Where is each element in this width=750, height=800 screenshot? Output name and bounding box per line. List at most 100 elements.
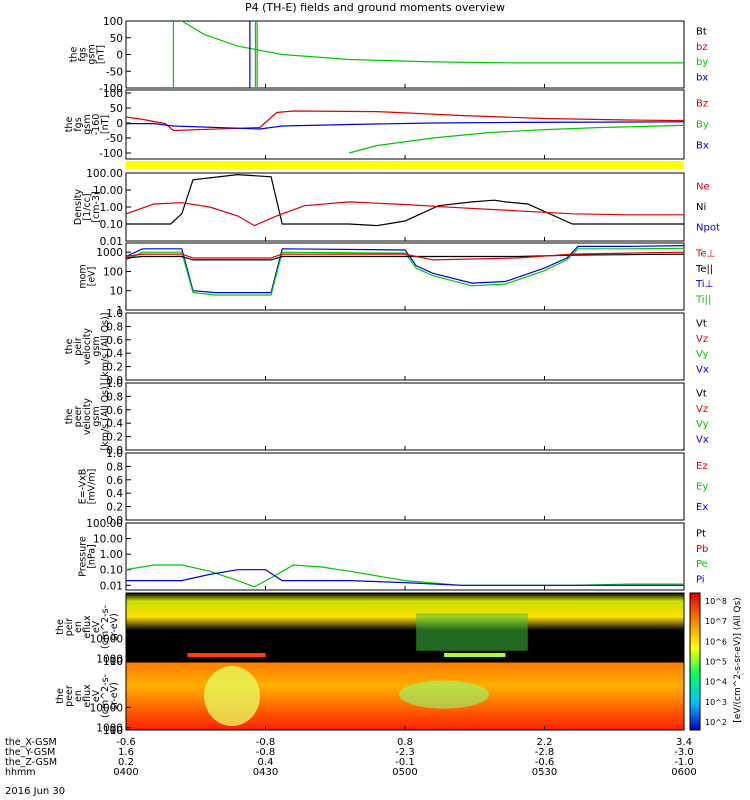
temperature-series-Te⊥ — [125, 251, 685, 261]
peir_velocity-legend-2: Vy — [696, 349, 709, 360]
fge-legend-2: Bx — [696, 141, 709, 152]
peer_eflux-ytick-label: 10 — [110, 725, 123, 737]
fge-ylabel-line: [nT] — [100, 115, 111, 134]
date-label: 2016 Jun 30 — [5, 786, 66, 797]
peir_velocity-ylabel-line: peir — [73, 337, 84, 356]
panel-density: 100.00 10.00 1.00 0.10 0.01 Density[1/cc][cm-… — [73, 168, 720, 248]
peer_eflux-ylabel-line: sr-eV) — [109, 682, 120, 710]
density-ytick-label: 0.01 — [100, 236, 123, 248]
peir_eflux-ylabel-line: eflux — [82, 615, 93, 639]
temperature-legend-2: Ti⊥ — [695, 279, 713, 290]
colorbar-tick: 10^3 — [705, 698, 727, 707]
pressure-ytick-label: 0.01 — [100, 580, 123, 592]
efield-ytick-label: 0.4 — [106, 488, 123, 500]
peer_eflux-ylabel-line: peer — [64, 685, 75, 707]
temperature-ytick-label: 1 — [116, 305, 123, 317]
fgs-legend-0: Bt — [696, 27, 707, 38]
fgs-ylabel-line: [nT] — [96, 45, 107, 64]
density-legend-2: Npot — [696, 223, 720, 234]
colorbar-tick: 10^7 — [705, 617, 727, 626]
peer_velocity-ytick-label: 0.8 — [106, 391, 123, 403]
xaxis-tick-value: 3.4 — [676, 737, 692, 748]
efield-ytick-label: 0.2 — [106, 502, 123, 514]
xaxis-tick-value: -3.0 — [674, 747, 694, 758]
fge-series-By — [349, 124, 685, 154]
plot-title: P4 (TH-E) fields and ground moments over… — [245, 1, 505, 14]
peer-hot-spot — [204, 666, 261, 726]
fge-ylabel-line: gsm — [82, 114, 93, 134]
peer_velocity-legend-3: Vx — [696, 434, 709, 445]
peir_velocity-ylabel-line: [km/s (All Qs)] — [100, 313, 111, 381]
peir_eflux-ytick-label: 10 — [110, 656, 123, 668]
efield-legend-0: Ez — [696, 461, 708, 472]
peir_eflux-ylabel-line: (cm^2-s- — [100, 605, 111, 649]
pressure-ytick-label: 10.00 — [93, 534, 123, 546]
efield-ytick-label: 1.0 — [106, 448, 123, 460]
peer_velocity-ylabel-line: the — [64, 409, 75, 425]
temperature-ylabel-line: mom — [78, 264, 89, 288]
pressure-ytick-label: 0.10 — [100, 565, 123, 577]
peer_velocity-legend-2: Vy — [696, 419, 709, 430]
peir_eflux-heatmap-fill — [126, 593, 684, 661]
xaxis-tick-value: -0.8 — [256, 747, 276, 758]
peer_velocity-ytick-label: 0.6 — [106, 405, 123, 417]
fgs-ytick-label: 100 — [103, 16, 123, 28]
density-legend-0: Ne — [696, 181, 710, 192]
peer_eflux-ylabel-line: en — [73, 690, 84, 702]
peer_eflux-ylabel-line: (cm^2-s- — [100, 674, 111, 718]
peer_eflux-ylabel-line: the — [55, 688, 66, 704]
fge-series-Bx — [126, 121, 685, 130]
pressure-ytick-label: 1.00 — [100, 549, 123, 561]
fgs-legend-1: bz — [696, 42, 708, 53]
peir_velocity-ylabel-line: the — [64, 339, 75, 355]
peir_velocity-ylabel-line: gsm — [91, 336, 102, 356]
temperature-series-Ti|| — [125, 247, 685, 296]
colorbar-tick: 10^6 — [705, 637, 727, 646]
xaxis-tick-value: 0.4 — [258, 757, 274, 768]
efield-legend-1: Ey — [696, 482, 708, 493]
xaxis-tick-value: -0.1 — [395, 757, 415, 768]
peir_velocity-ytick-label: 0.4 — [106, 348, 123, 360]
xaxis-tick-value: 0600 — [671, 767, 696, 778]
peer_velocity-ytick-label: 0.0 — [106, 445, 123, 457]
peir_eflux-ylabel-line: sr-eV) — [109, 613, 120, 641]
peer_eflux-ylabel-line: eflux — [82, 684, 93, 708]
fgs-ylabel-line: gsm — [87, 44, 98, 64]
temperature-legend-3: Ti|| — [695, 294, 711, 305]
density-ytick-label: 1.00 — [100, 202, 123, 214]
colorbar-tick: 10^2 — [705, 718, 727, 727]
fge-ylabel-line: -160 — [91, 114, 102, 136]
density-series-Ni — [126, 173, 684, 227]
panel-peer_velocity: 1.00.80.60.40.20.0thepeervelocitygsm[km/… — [64, 378, 709, 457]
colorbar-tick: 10^5 — [705, 658, 727, 667]
xaxis-tick-value: 0.8 — [397, 737, 413, 748]
peer_velocity-ytick-label: 0.2 — [106, 432, 123, 444]
pressure-legend-3: Pi — [696, 574, 705, 585]
peer_velocity-ytick-label: 0.4 — [106, 418, 123, 430]
xaxis-tick-value: 1.6 — [118, 747, 134, 758]
peer_velocity-legend-0: Vt — [696, 389, 707, 400]
peir_velocity-ytick-label: 0.6 — [106, 335, 123, 347]
xaxis-row-label: the_Z-GSM — [5, 757, 57, 768]
fgs-legend-2: by — [696, 57, 708, 68]
xaxis-row-label: the_Y-GSM — [5, 747, 55, 758]
pressure-series-Pi — [126, 569, 684, 586]
fge-ylabel-line: fgs — [73, 117, 84, 131]
fge-ytick-label: 0 — [116, 118, 123, 130]
xaxis-tick-value: 0530 — [532, 767, 557, 778]
pressure-legend-1: Pb — [696, 544, 708, 555]
temperature-series-Te|| — [125, 253, 685, 261]
xaxis-tick-value: 0500 — [392, 767, 417, 778]
peer_velocity-ylabel-line: peer — [73, 406, 84, 428]
fgs-series-by — [181, 20, 684, 64]
pressure-frame — [125, 522, 685, 591]
peir_velocity-legend-3: Vx — [696, 364, 709, 375]
pressure-ytick-label: 100.00 — [86, 518, 123, 530]
density-ylabel-line: [cm-3] — [91, 191, 102, 222]
panel-temperature: 1000 100 10 1 mom[eV] Te⊥ Te|| Ti⊥ Ti|| — [78, 242, 715, 317]
peir_eflux-ytick-label: 100 — [103, 656, 123, 668]
xaxis-tick-value: -0.8 — [256, 737, 276, 748]
peer_velocity-ylabel-line: gsm — [91, 406, 102, 426]
